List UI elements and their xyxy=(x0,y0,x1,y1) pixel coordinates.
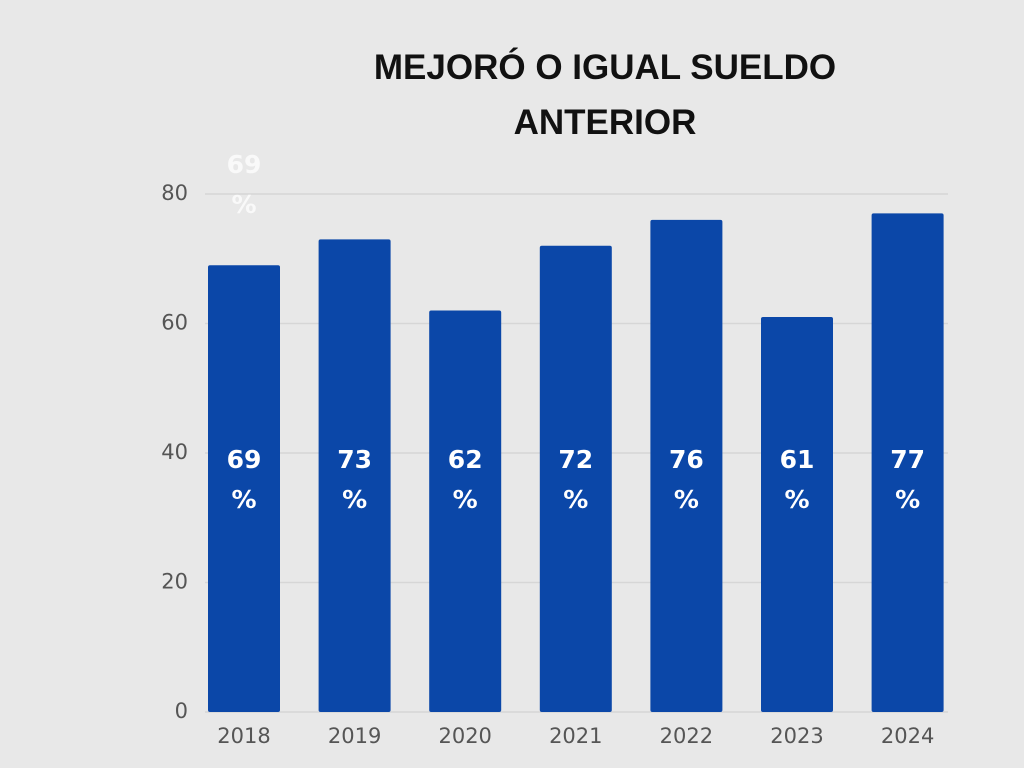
value-label: 73% xyxy=(337,445,372,514)
bar xyxy=(208,265,280,712)
y-tick-label: 80 xyxy=(161,181,188,205)
x-tick-label: 2021 xyxy=(549,724,602,748)
value-label: 76% xyxy=(669,445,704,514)
y-tick-label: 60 xyxy=(161,311,188,335)
y-tick-label: 20 xyxy=(161,570,188,594)
bar xyxy=(429,310,502,712)
value-label: 69% xyxy=(227,445,262,514)
bar xyxy=(539,245,612,713)
y-tick-label: 0 xyxy=(175,699,188,723)
bar xyxy=(318,239,391,712)
value-label: 62% xyxy=(448,445,483,514)
bar xyxy=(761,317,833,712)
x-tick-label: 2022 xyxy=(660,724,713,748)
y-tick-label: 40 xyxy=(161,440,188,464)
chart-title: MEJORÓ O IGUAL SUELDO ANTERIOR xyxy=(373,48,837,142)
value-label: 77% xyxy=(890,445,925,514)
value-label: 61% xyxy=(780,445,815,514)
value-label: 72% xyxy=(558,445,593,514)
x-tick-label: 2020 xyxy=(438,724,491,748)
x-tick-label: 2018 xyxy=(217,724,270,748)
x-tick-label: 2023 xyxy=(770,724,823,748)
x-tick-label: 2024 xyxy=(881,724,934,748)
bar xyxy=(650,219,723,712)
x-tick-label: 2019 xyxy=(328,724,381,748)
bar xyxy=(871,213,944,713)
ghost-value-label: 69% xyxy=(227,150,262,219)
